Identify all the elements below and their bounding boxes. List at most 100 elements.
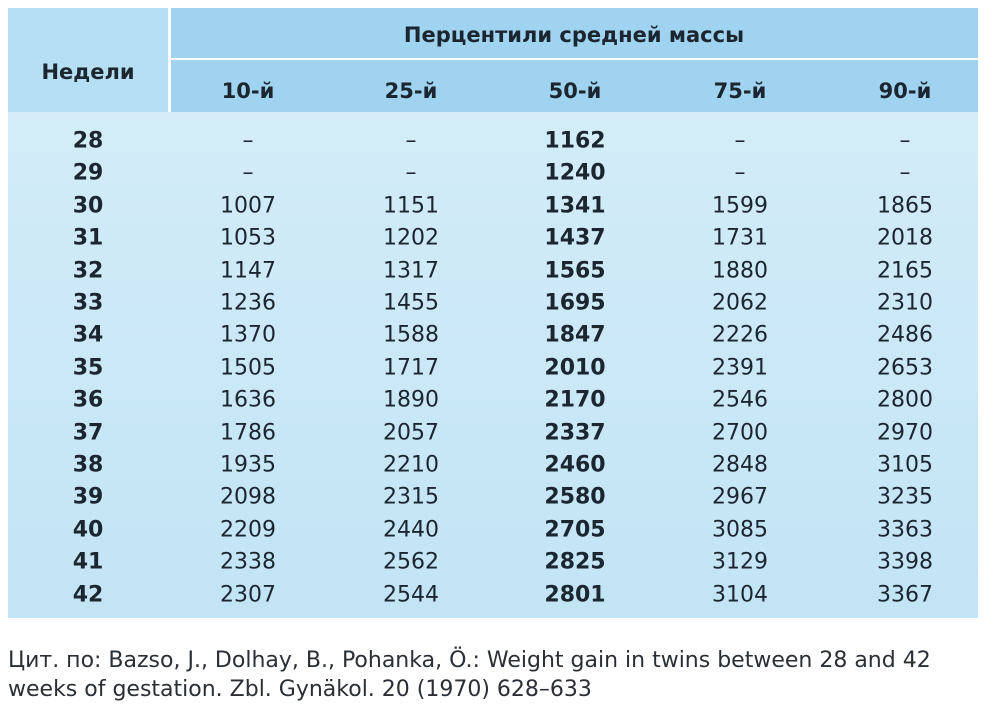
value-cell: 1236 xyxy=(220,290,276,316)
value-cell: – xyxy=(899,128,911,154)
value-cell: 2165 xyxy=(877,258,933,284)
value-cell: 1437 xyxy=(544,225,606,251)
value-cell: 1202 xyxy=(383,225,439,251)
value-cell: 2018 xyxy=(877,225,933,251)
value-cell: 1370 xyxy=(220,322,276,348)
value-cell: 2546 xyxy=(712,387,768,413)
separator xyxy=(168,8,171,112)
week-cell: 42 xyxy=(72,582,104,608)
value-cell: 2310 xyxy=(877,290,933,316)
value-cell: 2800 xyxy=(877,387,933,413)
table-body xyxy=(8,112,978,618)
value-cell: 1695 xyxy=(544,290,606,316)
value-cell: – xyxy=(405,160,417,186)
week-cell: 41 xyxy=(72,549,104,575)
week-cell: 37 xyxy=(72,420,104,446)
value-cell: 1240 xyxy=(544,160,606,186)
value-cell: 2460 xyxy=(544,452,606,478)
value-cell: 2337 xyxy=(544,420,606,446)
column-header: 10-й xyxy=(221,79,275,103)
value-cell: 1162 xyxy=(544,128,606,154)
value-cell: 3105 xyxy=(877,452,933,478)
column-header: 50-й xyxy=(548,79,602,103)
week-cell: 29 xyxy=(72,160,104,186)
value-cell: – xyxy=(242,160,254,186)
week-cell: 36 xyxy=(72,387,104,413)
value-cell: 2440 xyxy=(383,517,439,543)
value-cell: 2653 xyxy=(877,355,933,381)
week-cell: 30 xyxy=(72,193,104,219)
week-cell: 38 xyxy=(72,452,104,478)
value-cell: – xyxy=(405,128,417,154)
value-cell: – xyxy=(734,128,746,154)
value-cell: 2057 xyxy=(383,420,439,446)
value-cell: 3085 xyxy=(712,517,768,543)
column-header: 25-й xyxy=(384,79,438,103)
weeks-header: Недели xyxy=(41,60,135,84)
week-cell: 39 xyxy=(72,484,104,510)
value-cell: 1717 xyxy=(383,355,439,381)
value-cell: 3104 xyxy=(712,582,768,608)
value-cell: 2705 xyxy=(544,517,606,543)
value-cell: 1731 xyxy=(712,225,768,251)
value-cell: 2967 xyxy=(712,484,768,510)
value-cell: 2580 xyxy=(544,484,606,510)
value-cell: 2315 xyxy=(383,484,439,510)
value-cell: 1341 xyxy=(544,193,606,219)
value-cell: 1880 xyxy=(712,258,768,284)
value-cell: 2544 xyxy=(383,582,439,608)
value-cell: 1786 xyxy=(220,420,276,446)
week-cell: 31 xyxy=(72,225,104,251)
value-cell: 2170 xyxy=(544,387,606,413)
value-cell: 2226 xyxy=(712,322,768,348)
week-cell: 33 xyxy=(72,290,104,316)
caption: weeks of gestation. Zbl. Gynäkol. 20 (19… xyxy=(8,677,592,702)
value-cell: – xyxy=(899,160,911,186)
column-header: 90-й xyxy=(878,79,932,103)
value-cell: 2700 xyxy=(712,420,768,446)
caption: Цит. по: Bazso, J., Dolhay, B., Pohanka,… xyxy=(8,648,931,673)
value-cell: 1505 xyxy=(220,355,276,381)
value-cell: 3363 xyxy=(877,517,933,543)
value-cell: 3129 xyxy=(712,549,768,575)
value-cell: 1147 xyxy=(220,258,276,284)
value-cell: 3367 xyxy=(877,582,933,608)
weeks-header-band xyxy=(8,8,168,112)
value-cell: 3235 xyxy=(877,484,933,510)
value-cell: 1847 xyxy=(544,322,606,348)
value-cell: 1151 xyxy=(383,193,439,219)
value-cell: – xyxy=(734,160,746,186)
value-cell: 2391 xyxy=(712,355,768,381)
value-cell: 2486 xyxy=(877,322,933,348)
value-cell: 1935 xyxy=(220,452,276,478)
value-cell: 2562 xyxy=(383,549,439,575)
value-cell: 2825 xyxy=(544,549,606,575)
value-cell: 2801 xyxy=(544,582,606,608)
value-cell: 2338 xyxy=(220,549,276,575)
week-cell: 28 xyxy=(72,128,104,154)
week-cell: 34 xyxy=(72,322,104,348)
value-cell: 1565 xyxy=(544,258,606,284)
column-header: 75-й xyxy=(713,79,767,103)
value-cell: 2307 xyxy=(220,582,276,608)
week-cell: 35 xyxy=(72,355,104,381)
week-cell: 40 xyxy=(72,517,104,543)
value-cell: – xyxy=(242,128,254,154)
value-cell: 2209 xyxy=(220,517,276,543)
value-cell: 1890 xyxy=(383,387,439,413)
value-cell: 1317 xyxy=(383,258,439,284)
value-cell: 2098 xyxy=(220,484,276,510)
separator xyxy=(171,58,978,60)
value-cell: 1588 xyxy=(383,322,439,348)
value-cell: 2010 xyxy=(544,355,606,381)
value-cell: 1053 xyxy=(220,225,276,251)
value-cell: 1599 xyxy=(712,193,768,219)
week-cell: 32 xyxy=(72,258,104,284)
value-cell: 2210 xyxy=(383,452,439,478)
value-cell: 3398 xyxy=(877,549,933,575)
value-cell: 1865 xyxy=(877,193,933,219)
value-cell: 2062 xyxy=(712,290,768,316)
value-cell: 2848 xyxy=(712,452,768,478)
value-cell: 1636 xyxy=(220,387,276,413)
